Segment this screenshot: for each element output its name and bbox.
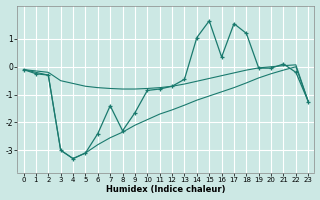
X-axis label: Humidex (Indice chaleur): Humidex (Indice chaleur) [106,185,226,194]
